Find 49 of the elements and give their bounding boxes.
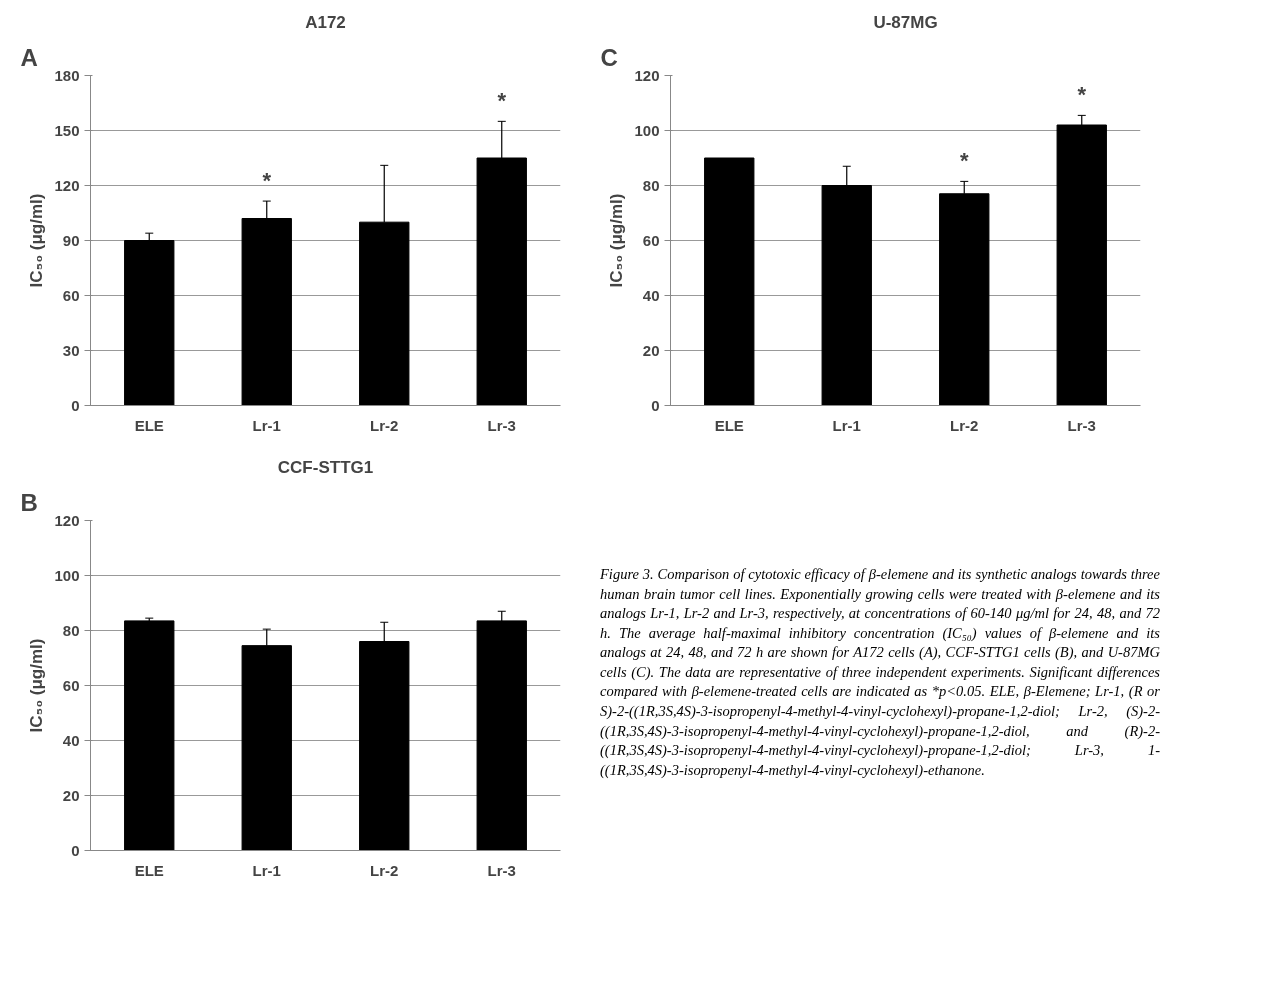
y-tick-label: 60 [62,286,80,304]
y-tick-label: 150 [54,121,80,139]
x-tick-label: Lr-3 [487,861,516,879]
text: B [20,488,38,516]
y-tick-label: 60 [642,231,660,249]
y-tick-label: 20 [642,341,660,359]
chart-title: U-87MG [873,12,938,32]
x-tick-label: Lr-1 [252,416,281,434]
y-tick-label: 100 [54,566,80,584]
y-tick-label: 0 [651,396,660,414]
x-tick-label: Lr-3 [1067,416,1096,434]
y-tick-label: 180 [54,66,80,84]
x-tick-label: Lr-1 [832,416,861,434]
y-tick-label: 80 [62,621,80,639]
chart-title: CCF-STTG1 [277,457,374,477]
x-tick-label: Lr-2 [370,416,399,434]
text: Figure 3. Comparison of cytotoxic efficacy of β-elemene and its synthetic analogs towards three human brain tumor cell lines. Exponentially growing cells were treated with β-elemene and its analogs Lr-1, Lr-2 and Lr-3, respectively, at concentrations of 60-140 μg/ml for 24, 48, and 72 h. The average half-maximal inhibitory concentration (IC₅₀) values of β-elemene and its analogs at 24, 48, and 72 h are shown for A172 cells (A), CCF-STTG1 cells (B), and U-87MG cells (C). The data are representative of three independent experiments. Significant differences compared with β-elemene-treated cells are indicated as *p<0.05. ELE, β-Elemene; Lr-1, (R or S)-2-((1R,3S,4S)-3-isopropenyl-4-methyl-4-vinyl-cyclohexyl)-propane-1,2-diol; Lr-2, (S)-2-((1R,3S,4S)-3-isopropenyl-4-methyl-4-vinyl-cyclohexyl)-propane-1,2-diol, and (R)-2-((1R,3S,4S)-3-isopropenyl-4-methyl-4-vinyl-cyclohexyl)-propane-1,2-diol; Lr-3, 1-((1R,3S,4S)-3-isopropenyl-4-methyl-4-vinyl-cyclohexyl)-ethanone. [600,566,1160,778]
y-axis-title: IC₅₀ (μg/ml) [607,193,627,288]
y-tick-label: 120 [54,511,80,529]
y-tick-label: 30 [62,341,80,359]
y-tick-label: 20 [62,786,80,804]
y-tick-label: 80 [642,176,660,194]
text: A [20,43,38,71]
y-tick-label: 120 [634,66,660,84]
x-tick-label: Lr-1 [252,861,281,879]
x-tick-label: ELE [134,861,164,879]
bar [704,157,755,406]
annotation: * [1077,82,1087,108]
y-tick-label: 0 [71,841,80,859]
y-tick-label: 100 [634,121,660,139]
y-tick-label: 40 [62,731,80,749]
y-axis-title: IC₅₀ (μg/ml) [27,638,47,733]
y-axis-title: IC₅₀ (μg/ml) [27,193,47,288]
y-tick-label: 40 [642,286,660,304]
y-tick-label: 60 [62,676,80,694]
y-tick-label: 120 [54,176,80,194]
text: C [600,43,618,71]
annotation: * [959,148,969,174]
x-tick-label: Lr-2 [950,416,979,434]
x-tick-label: ELE [134,416,164,434]
chart-title: A172 [305,12,346,32]
x-tick-label: Lr-2 [370,861,399,879]
y-tick-label: 0 [71,396,80,414]
y-tick-label: 90 [62,231,80,249]
annotation: * [262,168,272,194]
x-tick-label: Lr-3 [487,416,516,434]
x-tick-label: ELE [714,416,744,434]
bar [124,620,175,851]
annotation: * [497,88,507,114]
